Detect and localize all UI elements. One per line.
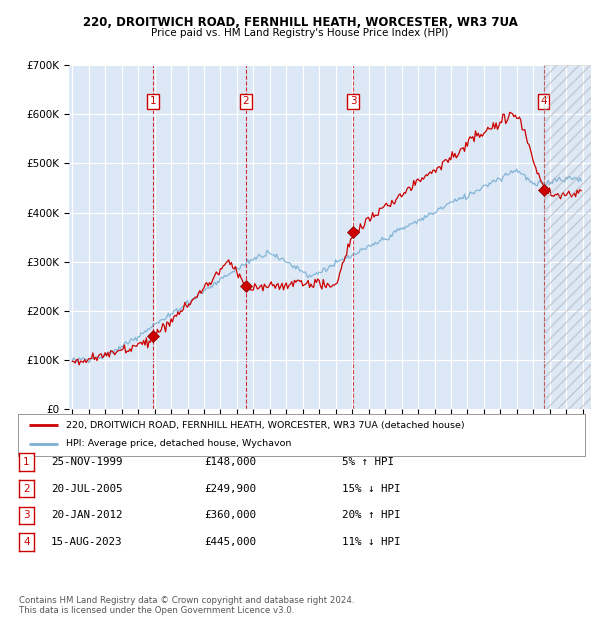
Text: £148,000: £148,000 (204, 457, 256, 467)
Text: HPI: Average price, detached house, Wychavon: HPI: Average price, detached house, Wych… (66, 440, 292, 448)
Text: 15% ↓ HPI: 15% ↓ HPI (342, 484, 401, 494)
Text: Price paid vs. HM Land Registry's House Price Index (HPI): Price paid vs. HM Land Registry's House … (151, 28, 449, 38)
Bar (544, 65, 591, 409)
Bar (544, 65, 591, 409)
Text: 20% ↑ HPI: 20% ↑ HPI (342, 510, 401, 520)
Text: 220, DROITWICH ROAD, FERNHILL HEATH, WORCESTER, WR3 7UA: 220, DROITWICH ROAD, FERNHILL HEATH, WOR… (83, 16, 517, 29)
Text: £249,900: £249,900 (204, 484, 256, 494)
Text: 15-AUG-2023: 15-AUG-2023 (51, 537, 122, 547)
Text: 1: 1 (149, 96, 156, 106)
Text: 3: 3 (23, 510, 30, 520)
Text: 2: 2 (23, 484, 30, 494)
Text: 20-JUL-2005: 20-JUL-2005 (51, 484, 122, 494)
Text: 2: 2 (243, 96, 250, 106)
Text: £445,000: £445,000 (204, 537, 256, 547)
Text: 220, DROITWICH ROAD, FERNHILL HEATH, WORCESTER, WR3 7UA (detached house): 220, DROITWICH ROAD, FERNHILL HEATH, WOR… (66, 421, 465, 430)
Text: 4: 4 (540, 96, 547, 106)
Text: £360,000: £360,000 (204, 510, 256, 520)
Text: 3: 3 (350, 96, 356, 106)
Text: 5% ↑ HPI: 5% ↑ HPI (342, 457, 394, 467)
Text: 4: 4 (23, 537, 30, 547)
Text: 25-NOV-1999: 25-NOV-1999 (51, 457, 122, 467)
Text: Contains HM Land Registry data © Crown copyright and database right 2024.
This d: Contains HM Land Registry data © Crown c… (19, 596, 355, 615)
Text: 1: 1 (23, 457, 30, 467)
Text: 11% ↓ HPI: 11% ↓ HPI (342, 537, 401, 547)
Text: 20-JAN-2012: 20-JAN-2012 (51, 510, 122, 520)
